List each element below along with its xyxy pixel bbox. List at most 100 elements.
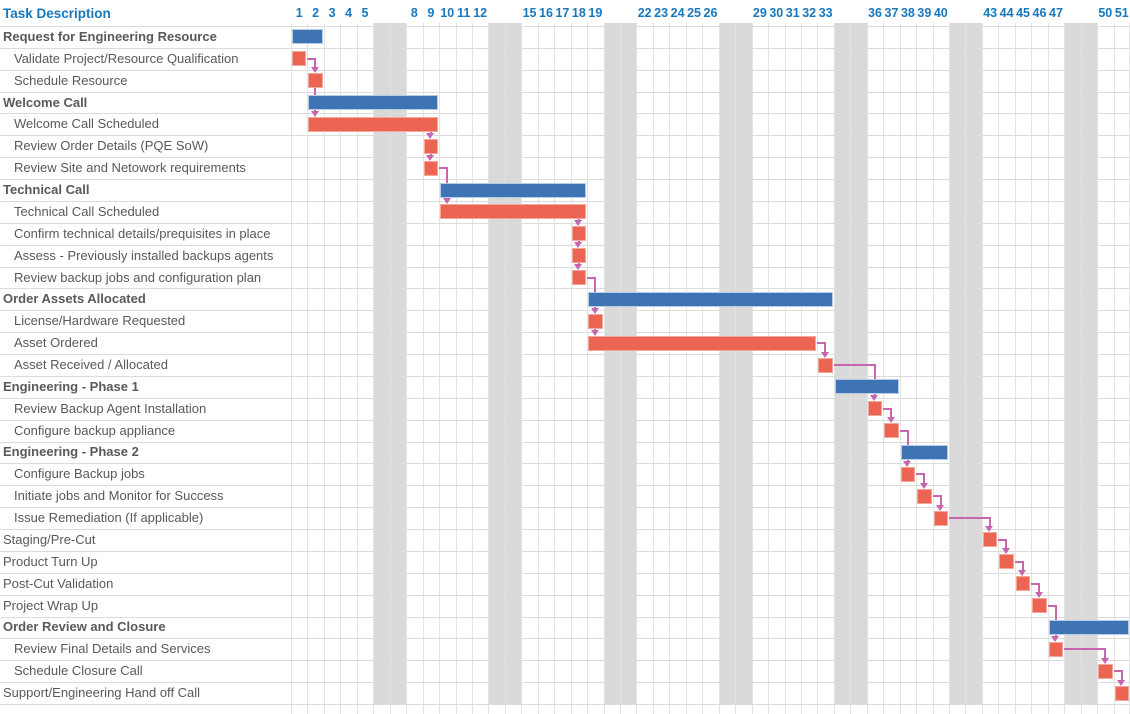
grid-vline bbox=[1014, 23, 1016, 714]
summary-bar[interactable] bbox=[834, 379, 899, 395]
grid-vline bbox=[373, 23, 375, 714]
task-bar[interactable] bbox=[818, 357, 833, 373]
task-row-label[interactable]: Staging/Pre-Cut bbox=[3, 531, 96, 547]
task-row-label[interactable]: Product Turn Up bbox=[3, 553, 98, 569]
task-row-label[interactable]: Technical Call bbox=[3, 182, 90, 198]
grid-vline bbox=[620, 23, 622, 714]
connector-arrow bbox=[870, 395, 879, 402]
connector-arrow bbox=[426, 154, 435, 161]
task-row-label[interactable]: Support/Engineering Hand off Call bbox=[3, 685, 201, 701]
task-bar[interactable] bbox=[900, 466, 916, 482]
task-row-label[interactable]: Engineering - Phase 1 bbox=[3, 378, 139, 394]
task-row-label[interactable]: Configure Backup jobs bbox=[14, 466, 145, 482]
connector-arrow bbox=[919, 482, 928, 489]
day-number-label: 23 bbox=[654, 6, 669, 20]
connector-line bbox=[1038, 583, 1041, 594]
task-bar[interactable] bbox=[1098, 663, 1113, 679]
task-bar[interactable] bbox=[884, 423, 899, 439]
task-row-label[interactable]: Initiate jobs and Monitor for Success bbox=[14, 488, 224, 504]
task-row-label[interactable]: Review Site and Netowork requirements bbox=[14, 160, 246, 176]
task-bar[interactable] bbox=[588, 313, 603, 329]
grid-vline bbox=[455, 23, 457, 714]
task-bar[interactable] bbox=[867, 401, 883, 417]
day-number-label: 31 bbox=[785, 6, 800, 20]
task-row-label[interactable]: Request for Engineering Resource bbox=[3, 28, 217, 44]
day-number-label: 29 bbox=[752, 6, 767, 20]
grid-vline bbox=[356, 23, 358, 714]
task-bar[interactable] bbox=[423, 138, 439, 154]
task-row-label[interactable]: Welcome Call Scheduled bbox=[14, 116, 159, 132]
task-row-label[interactable]: Issue Remediation (If applicable) bbox=[14, 510, 204, 526]
task-bar[interactable] bbox=[571, 226, 587, 242]
summary-bar[interactable] bbox=[900, 444, 949, 460]
grid-vline bbox=[932, 23, 934, 714]
grid-hline bbox=[0, 682, 1130, 684]
task-bar[interactable] bbox=[440, 204, 587, 220]
task-row-label[interactable]: Review Backup Agent Installation bbox=[14, 400, 207, 416]
task-row-label[interactable]: Review Order Details (PQE SoW) bbox=[14, 138, 209, 154]
grid-vline bbox=[636, 23, 638, 714]
task-bar[interactable] bbox=[292, 51, 307, 67]
task-row-label[interactable]: Asset Ordered bbox=[14, 335, 98, 351]
summary-bar[interactable] bbox=[588, 291, 833, 307]
task-row-label[interactable]: License/Hardware Requested bbox=[14, 313, 186, 329]
task-row-label[interactable]: Validate Project/Resource Qualification bbox=[14, 50, 239, 66]
connector-arrow bbox=[820, 351, 829, 358]
summary-bar[interactable] bbox=[292, 29, 323, 45]
connector-line bbox=[1005, 539, 1008, 550]
grid-vline bbox=[669, 23, 671, 714]
grid-vline bbox=[1031, 23, 1033, 714]
task-row-label[interactable]: Technical Call Scheduled bbox=[14, 203, 160, 219]
day-number-label: 11 bbox=[457, 6, 471, 20]
connector-line bbox=[923, 474, 926, 484]
grid-vline bbox=[784, 23, 786, 714]
task-bar[interactable] bbox=[423, 160, 439, 176]
task-bar[interactable] bbox=[1015, 576, 1031, 592]
grid-vline bbox=[521, 23, 523, 714]
task-bar[interactable] bbox=[933, 510, 949, 526]
task-row-label[interactable]: Order Review and Closure bbox=[3, 619, 166, 635]
task-bar[interactable] bbox=[982, 532, 998, 548]
grid-vline bbox=[949, 23, 951, 714]
grid-vline bbox=[768, 23, 770, 714]
task-row-label[interactable]: Review backup jobs and configuration pla… bbox=[14, 269, 262, 285]
summary-bar[interactable] bbox=[1048, 619, 1129, 635]
connector-arrow bbox=[1051, 635, 1060, 642]
task-bar[interactable] bbox=[571, 270, 587, 286]
task-bar[interactable] bbox=[1114, 685, 1129, 701]
task-bar[interactable] bbox=[308, 116, 439, 132]
task-bar[interactable] bbox=[1048, 641, 1064, 657]
task-row-label[interactable]: Schedule Closure Call bbox=[14, 663, 143, 679]
task-row-label[interactable]: Engineering - Phase 2 bbox=[3, 444, 139, 460]
task-bar[interactable] bbox=[308, 73, 323, 89]
grid-hline bbox=[0, 222, 1130, 224]
task-row-label[interactable]: Configure backup appliance bbox=[14, 422, 176, 438]
grid-hline bbox=[0, 397, 1130, 399]
connector-line bbox=[932, 495, 942, 498]
task-bar[interactable] bbox=[917, 488, 932, 504]
task-row-label[interactable]: Schedule Resource bbox=[14, 72, 128, 88]
grid-vline bbox=[504, 23, 506, 714]
connector-line bbox=[988, 518, 991, 528]
task-bar[interactable] bbox=[999, 554, 1014, 570]
task-bar[interactable] bbox=[588, 335, 817, 351]
grid-hline bbox=[0, 200, 1130, 202]
task-row-label[interactable]: Project Wrap Up bbox=[3, 597, 99, 613]
task-row-label[interactable]: Order Assets Allocated bbox=[3, 291, 146, 307]
connector-arrow bbox=[310, 110, 319, 117]
task-bar[interactable] bbox=[1032, 598, 1047, 614]
grid-vline bbox=[291, 23, 292, 714]
connector-line bbox=[1113, 670, 1123, 673]
task-row-label[interactable]: Confirm technical details/prequisites in… bbox=[14, 225, 271, 241]
task-row-label[interactable]: Welcome Call bbox=[3, 94, 88, 110]
task-row-label[interactable]: Post-Cut Validation bbox=[3, 575, 114, 591]
task-bar[interactable] bbox=[571, 248, 587, 264]
connector-arrow bbox=[985, 526, 994, 533]
summary-bar[interactable] bbox=[440, 182, 587, 198]
task-row-label[interactable]: Asset Received / Allocated bbox=[14, 357, 168, 372]
grid-hline bbox=[0, 26, 1130, 27]
task-row-label[interactable]: Review Final Details and Services bbox=[14, 641, 211, 657]
day-number-label: 4 bbox=[345, 6, 353, 20]
summary-bar[interactable] bbox=[308, 95, 439, 111]
task-row-label[interactable]: Assess - Previously installed backups ag… bbox=[14, 247, 274, 263]
